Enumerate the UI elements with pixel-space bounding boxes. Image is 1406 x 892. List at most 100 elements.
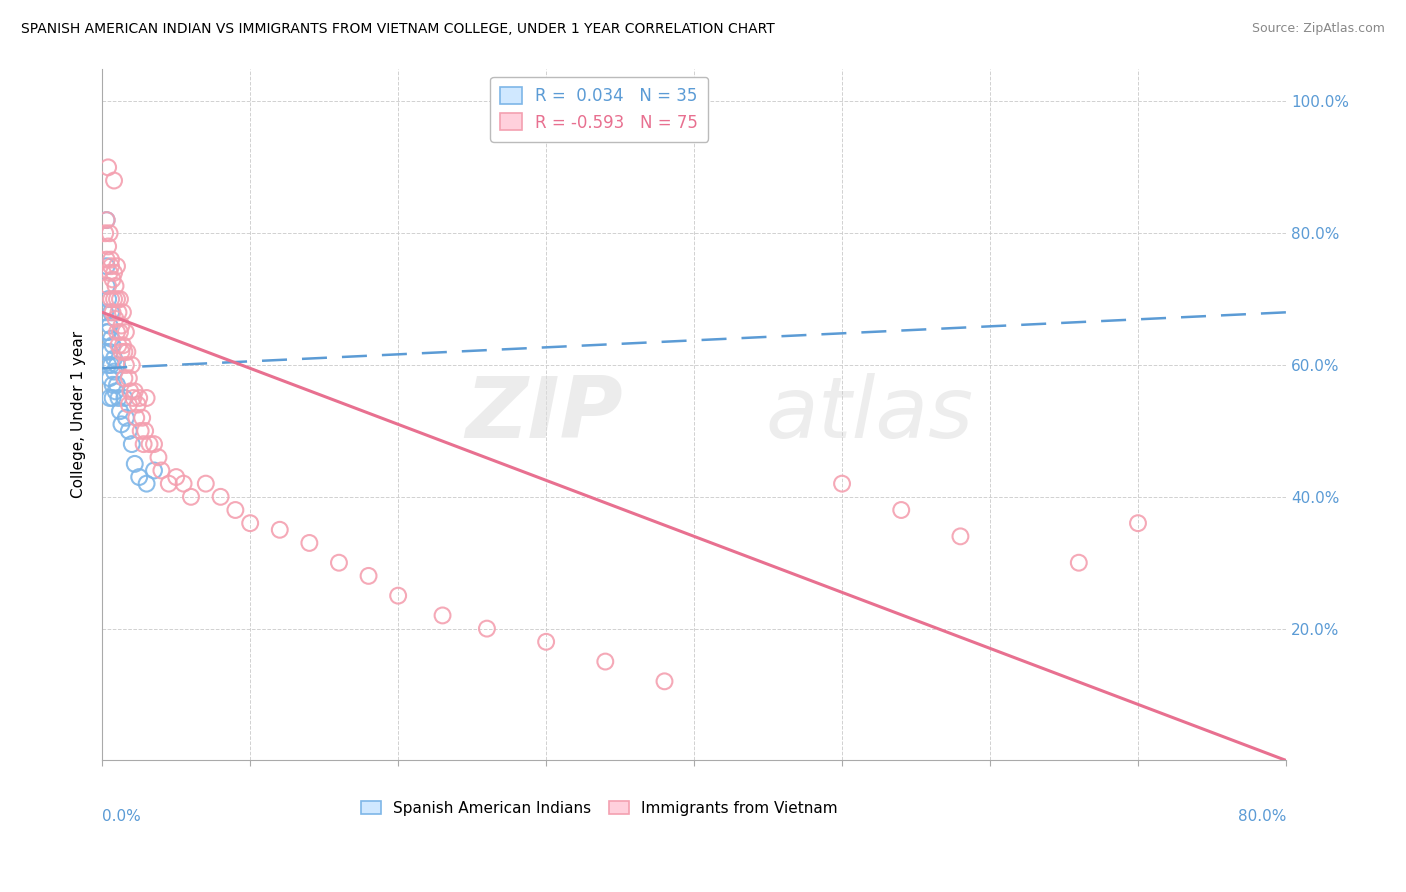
Point — [107, 338, 129, 352]
Point — [1126, 516, 1149, 531]
Point — [98, 371, 121, 385]
Point — [157, 476, 180, 491]
Point — [148, 450, 170, 465]
Point — [131, 410, 153, 425]
Point — [108, 404, 131, 418]
Point — [135, 391, 157, 405]
Point — [110, 318, 132, 333]
Text: 0.0%: 0.0% — [103, 809, 141, 824]
Point — [115, 358, 138, 372]
Point — [127, 398, 149, 412]
Point — [97, 358, 120, 372]
Text: 80.0%: 80.0% — [1237, 809, 1286, 824]
Point — [101, 305, 124, 319]
Text: atlas: atlas — [765, 373, 973, 456]
Point — [121, 358, 143, 372]
Point — [115, 325, 138, 339]
Point — [105, 377, 128, 392]
Point — [128, 391, 150, 405]
Point — [112, 344, 135, 359]
Point — [94, 344, 117, 359]
Point — [108, 325, 131, 339]
Point — [101, 272, 124, 286]
Point — [100, 252, 122, 267]
Point — [173, 476, 195, 491]
Point — [105, 292, 128, 306]
Point — [134, 424, 156, 438]
Point — [120, 384, 142, 399]
Point — [97, 292, 120, 306]
Point — [387, 589, 409, 603]
Point — [1067, 556, 1090, 570]
Point — [124, 384, 146, 399]
Point — [98, 226, 121, 240]
Point — [124, 457, 146, 471]
Point — [107, 391, 129, 405]
Point — [98, 266, 121, 280]
Point — [101, 377, 124, 392]
Text: Source: ZipAtlas.com: Source: ZipAtlas.com — [1251, 22, 1385, 36]
Point — [96, 213, 118, 227]
Point — [143, 437, 166, 451]
Point — [180, 490, 202, 504]
Point — [125, 410, 148, 425]
Point — [138, 437, 160, 451]
Text: SPANISH AMERICAN INDIAN VS IMMIGRANTS FROM VIETNAM COLLEGE, UNDER 1 YEAR CORRELA: SPANISH AMERICAN INDIAN VS IMMIGRANTS FR… — [21, 22, 775, 37]
Point — [94, 226, 117, 240]
Point — [269, 523, 291, 537]
Point — [110, 344, 132, 359]
Point — [111, 305, 134, 319]
Point — [129, 424, 152, 438]
Point — [103, 173, 125, 187]
Point — [165, 470, 187, 484]
Point — [949, 529, 972, 543]
Point — [150, 463, 173, 477]
Point — [100, 332, 122, 346]
Point — [103, 365, 125, 379]
Point — [96, 325, 118, 339]
Point — [100, 305, 122, 319]
Point — [890, 503, 912, 517]
Point — [831, 476, 853, 491]
Point — [101, 338, 124, 352]
Point — [104, 279, 127, 293]
Text: ZIP: ZIP — [465, 373, 623, 456]
Point — [112, 391, 135, 405]
Point — [117, 344, 139, 359]
Point — [135, 476, 157, 491]
Point — [101, 391, 124, 405]
Point — [105, 358, 128, 372]
Point — [98, 344, 121, 359]
Point — [100, 358, 122, 372]
Point — [97, 239, 120, 253]
Point — [107, 305, 129, 319]
Point — [432, 608, 454, 623]
Point — [97, 161, 120, 175]
Point — [595, 655, 617, 669]
Point — [108, 292, 131, 306]
Point — [98, 391, 121, 405]
Point — [118, 424, 141, 438]
Point — [122, 391, 145, 405]
Point — [328, 556, 350, 570]
Point — [209, 490, 232, 504]
Point — [97, 279, 120, 293]
Legend: Spanish American Indians, Immigrants from Vietnam: Spanish American Indians, Immigrants fro… — [354, 795, 844, 822]
Point — [239, 516, 262, 531]
Point — [121, 437, 143, 451]
Point — [104, 312, 127, 326]
Point — [298, 536, 321, 550]
Point — [96, 279, 118, 293]
Point — [110, 417, 132, 432]
Point — [194, 476, 217, 491]
Point — [534, 634, 557, 648]
Point — [112, 371, 135, 385]
Point — [118, 371, 141, 385]
Point — [100, 292, 122, 306]
Y-axis label: College, Under 1 year: College, Under 1 year — [72, 331, 86, 498]
Point — [105, 259, 128, 273]
Point — [103, 351, 125, 366]
Point — [103, 292, 125, 306]
Point — [128, 470, 150, 484]
Point — [654, 674, 676, 689]
